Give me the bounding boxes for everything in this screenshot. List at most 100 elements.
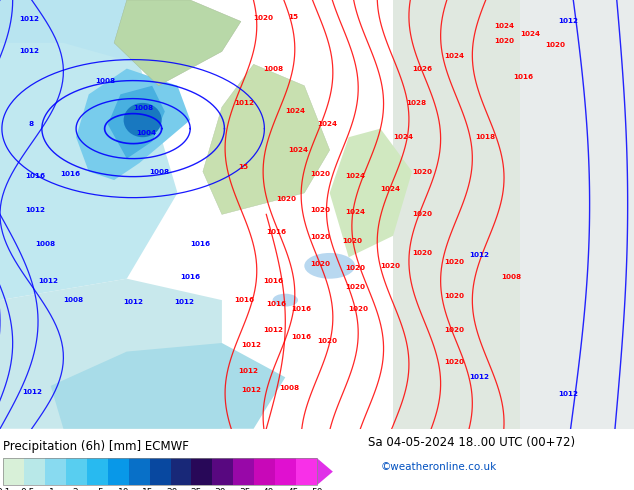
Text: 1012: 1012 xyxy=(469,252,489,258)
Text: 1016: 1016 xyxy=(266,228,287,235)
Bar xyxy=(233,458,254,485)
Polygon shape xyxy=(114,0,241,86)
Bar xyxy=(66,458,87,485)
Bar xyxy=(150,458,171,485)
Bar xyxy=(191,458,212,485)
Text: 1028: 1028 xyxy=(406,100,426,106)
Text: 1024: 1024 xyxy=(393,134,413,140)
Text: 1004: 1004 xyxy=(136,130,157,136)
Text: 1016: 1016 xyxy=(25,173,46,179)
Text: 10: 10 xyxy=(118,488,129,490)
Text: 1018: 1018 xyxy=(476,134,496,140)
Text: 1016: 1016 xyxy=(235,297,255,303)
Text: 45: 45 xyxy=(287,488,299,490)
FancyBboxPatch shape xyxy=(0,0,139,172)
Text: 15: 15 xyxy=(238,164,248,170)
Text: 1024: 1024 xyxy=(288,147,309,153)
Text: 1024: 1024 xyxy=(444,53,464,59)
Text: 1016: 1016 xyxy=(60,171,81,176)
Text: 1024: 1024 xyxy=(317,122,337,127)
Text: 1016: 1016 xyxy=(181,273,201,279)
Text: 15: 15 xyxy=(142,488,154,490)
Text: 1020: 1020 xyxy=(342,238,363,244)
Text: 1020: 1020 xyxy=(317,338,337,344)
Text: 0.5: 0.5 xyxy=(20,488,34,490)
Text: 1008: 1008 xyxy=(279,385,299,391)
Text: 1012: 1012 xyxy=(263,327,283,333)
Polygon shape xyxy=(317,458,333,485)
Text: 1020: 1020 xyxy=(545,42,566,48)
Text: 1024: 1024 xyxy=(520,31,540,37)
Text: 1016: 1016 xyxy=(514,74,534,80)
Text: 1020: 1020 xyxy=(444,327,464,333)
Bar xyxy=(3,458,24,485)
Polygon shape xyxy=(0,43,178,300)
Text: 1012: 1012 xyxy=(558,19,578,25)
Polygon shape xyxy=(0,279,222,429)
Bar xyxy=(87,458,108,485)
Text: 1012: 1012 xyxy=(38,278,58,284)
Polygon shape xyxy=(76,69,190,180)
Text: 1012: 1012 xyxy=(124,299,144,305)
Text: 1012: 1012 xyxy=(235,100,255,106)
Text: 25: 25 xyxy=(191,488,202,490)
Text: 1008: 1008 xyxy=(63,297,84,303)
Polygon shape xyxy=(330,129,412,257)
Text: 1008: 1008 xyxy=(149,170,169,175)
Text: 1024: 1024 xyxy=(380,186,401,192)
Bar xyxy=(254,458,275,485)
Text: 1012: 1012 xyxy=(22,390,42,395)
Text: 1008: 1008 xyxy=(133,105,153,111)
Text: ©weatheronline.co.uk: ©weatheronline.co.uk xyxy=(380,462,496,472)
Ellipse shape xyxy=(304,253,355,279)
Text: 1012: 1012 xyxy=(469,374,489,380)
Text: 1020: 1020 xyxy=(444,259,464,265)
Text: 1020: 1020 xyxy=(311,261,331,267)
Text: 15: 15 xyxy=(288,14,299,20)
Text: 1012: 1012 xyxy=(241,387,261,393)
Text: 1024: 1024 xyxy=(495,23,515,29)
Bar xyxy=(171,458,191,485)
Bar xyxy=(275,458,296,485)
Text: 1020: 1020 xyxy=(311,234,331,240)
Polygon shape xyxy=(203,64,330,215)
Text: 1024: 1024 xyxy=(346,173,366,179)
Text: 20: 20 xyxy=(167,488,178,490)
Text: 1024: 1024 xyxy=(285,108,306,115)
Text: Sa 04-05-2024 18..00 UTC (00+72): Sa 04-05-2024 18..00 UTC (00+72) xyxy=(368,436,575,449)
Text: 1016: 1016 xyxy=(190,242,210,247)
Text: 1020: 1020 xyxy=(380,263,401,269)
Bar xyxy=(45,458,66,485)
Bar xyxy=(108,458,129,485)
Text: 1016: 1016 xyxy=(266,301,287,307)
Text: 1020: 1020 xyxy=(412,169,432,174)
Text: 1024: 1024 xyxy=(346,209,366,215)
Text: 8: 8 xyxy=(29,122,34,127)
Text: 1012: 1012 xyxy=(558,392,578,397)
Text: 5: 5 xyxy=(97,488,103,490)
Text: 1012: 1012 xyxy=(241,342,261,348)
Text: 35: 35 xyxy=(239,488,250,490)
Text: 2: 2 xyxy=(73,488,79,490)
Ellipse shape xyxy=(124,103,162,137)
Text: 1026: 1026 xyxy=(412,66,432,72)
Text: 1020: 1020 xyxy=(444,359,464,365)
Text: 1008: 1008 xyxy=(501,273,521,279)
Bar xyxy=(212,458,233,485)
Text: 1020: 1020 xyxy=(495,38,515,44)
Text: 1012: 1012 xyxy=(174,299,195,305)
Text: 50: 50 xyxy=(311,488,323,490)
Text: 1008: 1008 xyxy=(35,242,55,247)
Text: 1020: 1020 xyxy=(349,306,369,312)
Bar xyxy=(129,458,150,485)
Text: 1008: 1008 xyxy=(95,78,115,84)
Bar xyxy=(520,0,634,429)
Text: 1020: 1020 xyxy=(346,265,366,271)
Polygon shape xyxy=(108,86,165,159)
Text: 1020: 1020 xyxy=(254,15,274,21)
Text: 1020: 1020 xyxy=(311,207,331,213)
Polygon shape xyxy=(51,343,285,429)
Text: 1020: 1020 xyxy=(412,250,432,256)
Text: 1016: 1016 xyxy=(292,306,312,312)
Text: 0.1: 0.1 xyxy=(0,488,10,490)
